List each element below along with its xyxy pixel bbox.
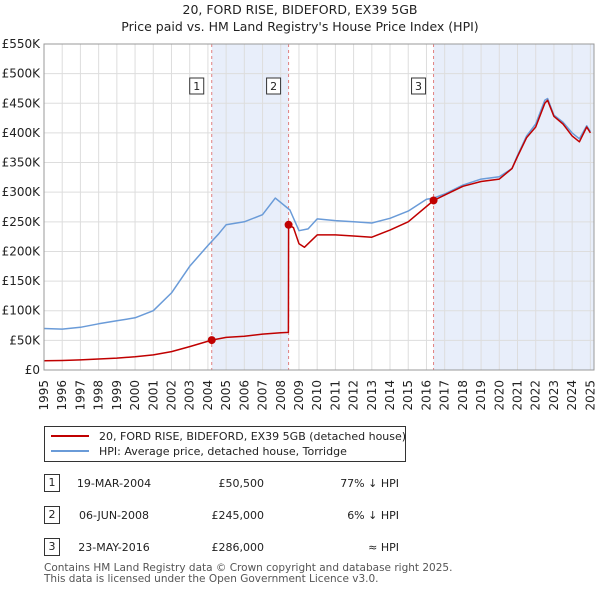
x-tick-label: 2002	[164, 380, 178, 411]
x-tick-label: 2012	[347, 380, 361, 411]
transaction-date: 06-JUN-2008	[78, 509, 150, 522]
transaction-hpi: 6% ↓ HPI	[347, 509, 399, 522]
table-row: 1 19-MAR-2004 £50,500 77% ↓ HPI	[44, 474, 464, 492]
transaction-label-box	[189, 77, 205, 95]
series-line	[43, 99, 592, 362]
transaction-date: 23-MAY-2016	[78, 541, 150, 554]
y-tick-label: £200K	[2, 244, 42, 258]
x-tick-label: 2020	[492, 380, 506, 411]
series-line	[43, 97, 592, 330]
y-tick-label: £150K	[2, 274, 42, 288]
x-tick-label: 2003	[183, 380, 197, 411]
table-row: 2 06-JUN-2008 £245,000 6% ↓ HPI	[44, 506, 464, 524]
x-tick-label: 2004	[201, 380, 215, 411]
x-tick-label: 2009	[292, 380, 306, 411]
y-tick-label: £250K	[2, 215, 42, 229]
transaction-label-box	[411, 77, 427, 95]
x-tick-label: 1999	[110, 380, 124, 411]
y-tick-label: £500K	[2, 67, 42, 81]
x-tick-label: 1998	[92, 380, 106, 411]
transaction-label: 3	[415, 80, 422, 93]
x-tick-label: 2013	[365, 380, 379, 411]
y-tick-label: £400K	[2, 126, 42, 140]
x-tick-label: 2016	[419, 380, 433, 411]
y-tick-label: £550K	[2, 37, 42, 51]
x-tick-label: 2014	[383, 380, 397, 411]
transaction-label-box	[266, 77, 282, 95]
y-tick-label: £300K	[2, 185, 42, 199]
x-tick-label: 2015	[401, 380, 415, 411]
shaded-span	[211, 44, 289, 370]
x-tick-label: 2000	[128, 380, 142, 411]
transaction-hpi: 77% ↓ HPI	[340, 477, 399, 490]
x-tick-label: 2001	[146, 380, 160, 411]
x-tick-label: 2022	[529, 380, 543, 411]
x-tick-label: 2021	[511, 380, 525, 411]
x-tick-label: 1997	[73, 380, 87, 411]
plot-border	[43, 43, 595, 371]
chart-title: 20, FORD RISE, BIDEFORD, EX39 5GB	[182, 2, 418, 17]
x-tick-label: 1995	[37, 380, 51, 411]
y-tick-label: £350K	[2, 156, 42, 170]
transaction-hpi: ≈ HPI	[368, 541, 399, 554]
transaction-label: 2	[270, 80, 277, 93]
legend-item-price: 20, FORD RISE, BIDEFORD, EX39 5GB (detac…	[51, 430, 406, 444]
transaction-badge: 1	[44, 474, 60, 492]
transaction-point	[429, 196, 438, 205]
y-tick-label: £50K	[9, 333, 41, 347]
x-tick-label: 2006	[237, 380, 251, 411]
x-tick-label: 2011	[328, 380, 342, 411]
x-tick-label: 1996	[55, 380, 69, 411]
legend-label-price: 20, FORD RISE, BIDEFORD, EX39 5GB (detac…	[99, 430, 407, 443]
y-tick-label: £0	[25, 363, 40, 377]
x-tick-label: 2007	[256, 380, 270, 411]
x-tick-label: 2025	[583, 380, 597, 411]
transaction-point	[284, 220, 293, 229]
table-row: 3 23-MAY-2016 £286,000 ≈ HPI	[44, 538, 464, 556]
chart-legend: 20, FORD RISE, BIDEFORD, EX39 5GB (detac…	[44, 426, 406, 462]
x-tick-label: 2008	[274, 380, 288, 411]
footer-copyright: Contains HM Land Registry data © Crown c…	[44, 562, 453, 574]
chart-subtitle: Price paid vs. HM Land Registry's House …	[121, 19, 479, 34]
x-tick-label: 2023	[547, 380, 561, 411]
shaded-span	[433, 44, 594, 370]
x-tick-label: 2019	[474, 380, 488, 411]
transaction-price: £245,000	[211, 509, 265, 522]
footer-licence: This data is licensed under the Open Gov…	[44, 573, 379, 585]
x-tick-label: 2010	[310, 380, 324, 411]
x-tick-label: 2017	[438, 380, 452, 411]
y-tick-label: £450K	[2, 96, 42, 110]
legend-swatch-price	[51, 435, 89, 437]
transaction-date: 19-MAR-2004	[76, 477, 152, 490]
price-chart: £0 £50K £100K £150K £200K £250K £300K £350K £400…	[2, 37, 598, 411]
x-tick-label: 2018	[456, 380, 470, 411]
x-tick-label: 2005	[219, 380, 233, 411]
legend-item-hpi: HPI: Average price, detached house, Torr…	[51, 445, 347, 459]
transaction-point	[207, 336, 216, 345]
legend-swatch-hpi	[51, 450, 89, 452]
x-tick-label: 2024	[565, 380, 579, 411]
legend-label-hpi: HPI: Average price, detached house, Torr…	[99, 445, 347, 458]
y-tick-label: £100K	[2, 304, 42, 318]
transaction-badge: 2	[44, 506, 60, 524]
transaction-badge: 3	[44, 538, 60, 556]
transaction-price: £286,000	[211, 541, 265, 554]
transaction-label: 1	[193, 80, 200, 93]
transaction-price: £50,500	[218, 477, 265, 490]
